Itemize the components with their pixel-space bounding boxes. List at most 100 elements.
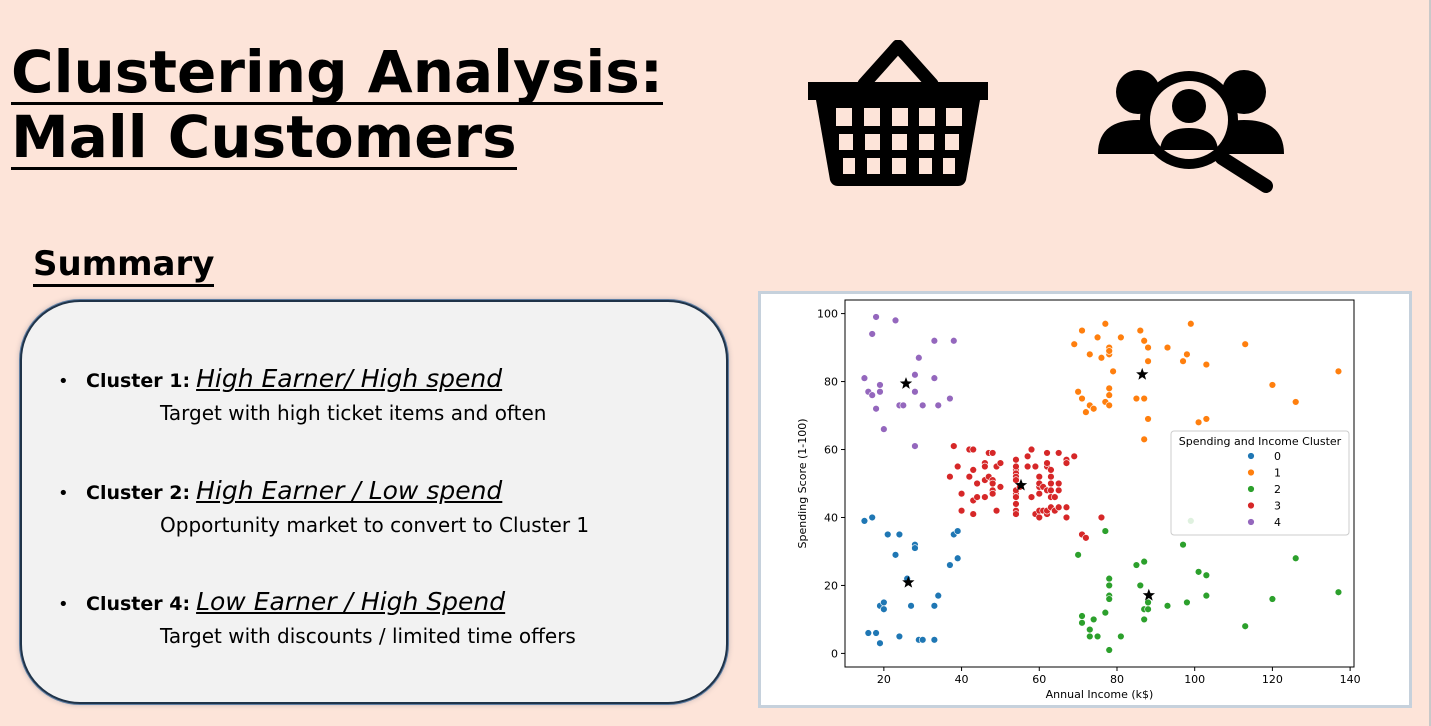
bullet: •	[58, 594, 69, 615]
data-point-cluster-3	[1031, 462, 1040, 471]
data-point-cluster-3	[1043, 459, 1051, 467]
data-point-cluster-1	[1086, 350, 1094, 359]
legend-marker	[1247, 452, 1255, 460]
data-point-cluster-2	[1093, 632, 1102, 641]
legend-title: Spending and Income Cluster	[1179, 435, 1342, 448]
data-point-cluster-0	[907, 602, 915, 610]
data-point-cluster-0	[876, 639, 884, 647]
y-tick-label: 20	[824, 579, 838, 592]
page-title: Clustering Analysis: Mall Customers	[11, 40, 663, 170]
data-point-cluster-4	[891, 316, 900, 325]
data-point-cluster-1	[1105, 384, 1113, 393]
data-point-cluster-2	[1101, 608, 1110, 617]
summary-box: • Cluster 1: High Earner/ High spend Tar…	[20, 300, 728, 704]
data-point-cluster-3	[965, 473, 974, 481]
data-point-cluster-3	[973, 479, 981, 488]
x-axis-label: Annual Income (k$)	[1046, 688, 1154, 701]
data-point-cluster-2	[1179, 540, 1187, 549]
data-point-cluster-2	[1086, 625, 1094, 634]
data-point-cluster-3	[1012, 462, 1020, 471]
bullet: •	[58, 483, 69, 504]
data-point-cluster-1	[1136, 326, 1144, 335]
data-point-cluster-3	[981, 493, 989, 501]
slide-right-edge	[1429, 0, 1431, 726]
y-tick-label: 40	[824, 511, 838, 524]
data-point-cluster-2	[1117, 632, 1125, 641]
data-point-cluster-0	[895, 530, 904, 539]
cluster-name: Cluster 2	[86, 482, 183, 504]
legend-marker	[1247, 518, 1255, 526]
data-point-cluster-1	[1194, 418, 1203, 427]
x-tick-label: 80	[1110, 673, 1124, 686]
data-point-cluster-2	[1241, 622, 1249, 630]
y-tick-label: 60	[824, 444, 838, 457]
data-point-cluster-1	[1078, 394, 1086, 403]
data-point-cluster-3	[1023, 462, 1032, 471]
data-point-cluster-2	[1078, 612, 1086, 620]
data-point-cluster-2	[1105, 646, 1113, 654]
data-point-cluster-2	[1089, 615, 1098, 624]
data-point-cluster-2	[1105, 595, 1113, 603]
cluster-centroid-star	[902, 575, 915, 588]
data-point-cluster-2	[1144, 598, 1152, 607]
user-search-icon	[1098, 70, 1284, 193]
data-point-cluster-0	[930, 602, 939, 610]
data-point-cluster-2	[1074, 551, 1082, 559]
data-point-cluster-1	[1179, 357, 1187, 365]
data-point-cluster-2	[1334, 588, 1343, 596]
data-point-cluster-3	[1047, 466, 1055, 474]
data-point-cluster-2	[1140, 557, 1148, 566]
data-point-cluster-3	[1035, 513, 1043, 522]
data-point-cluster-3	[1012, 493, 1020, 501]
data-point-cluster-3	[969, 445, 977, 454]
data-point-cluster-3	[1012, 500, 1020, 508]
data-point-cluster-2	[1078, 619, 1086, 627]
data-point-cluster-1	[1268, 381, 1277, 389]
data-point-cluster-2	[1163, 602, 1172, 610]
summary-heading: Summary	[33, 244, 215, 287]
data-point-cluster-3	[953, 462, 962, 471]
scatter-chart-frame: 20 40 60 80 100 120 140 0 20 40 60 80 100 Annual Inco…	[758, 291, 1412, 708]
data-point-cluster-0	[891, 551, 900, 559]
data-point-cluster-3	[1012, 510, 1020, 518]
cluster-centroid-star	[1136, 367, 1149, 380]
data-point-cluster-3	[1082, 534, 1090, 542]
data-point-cluster-4	[868, 391, 876, 399]
data-point-cluster-4	[930, 374, 939, 382]
data-point-cluster-3	[1070, 452, 1078, 461]
y-tick-label: 100	[817, 308, 838, 321]
data-point-cluster-3	[1062, 513, 1071, 522]
legend-box	[1170, 430, 1350, 536]
data-point-cluster-3	[1051, 493, 1059, 501]
data-point-cluster-2	[1183, 598, 1191, 607]
data-point-cluster-2	[1132, 561, 1141, 569]
data-point-cluster-4	[934, 401, 942, 410]
data-point-cluster-4	[911, 388, 919, 396]
data-point-cluster-3	[950, 442, 958, 450]
data-point-cluster-1	[1144, 343, 1152, 352]
data-point-cluster-3	[957, 506, 966, 515]
cluster-recommendation: Target with discounts / limited time off…	[160, 624, 576, 648]
data-point-cluster-1	[1140, 394, 1148, 403]
data-point-cluster-3	[1055, 486, 1063, 494]
data-point-cluster-1	[1140, 337, 1148, 345]
data-point-cluster-3	[1047, 479, 1055, 488]
data-point-cluster-3	[988, 479, 997, 488]
cluster-description: High Earner/ High spend	[196, 364, 503, 393]
legend-label: 0	[1274, 450, 1281, 463]
data-point-cluster-3	[973, 493, 981, 501]
legend-marker	[1247, 501, 1255, 510]
data-point-cluster-3	[969, 510, 977, 518]
bullet: •	[58, 371, 69, 392]
data-point-cluster-4	[919, 401, 927, 410]
data-point-cluster-2	[1194, 568, 1203, 576]
data-point-cluster-1	[1163, 343, 1172, 352]
data-point-cluster-3	[1047, 486, 1055, 494]
data-point-cluster-0	[884, 530, 892, 539]
data-point-cluster-1	[1117, 333, 1125, 342]
data-point-cluster-2	[1101, 527, 1110, 535]
data-point-cluster-1	[1082, 408, 1090, 416]
data-point-cluster-1	[1183, 350, 1191, 359]
data-point-cluster-1	[1144, 357, 1152, 365]
